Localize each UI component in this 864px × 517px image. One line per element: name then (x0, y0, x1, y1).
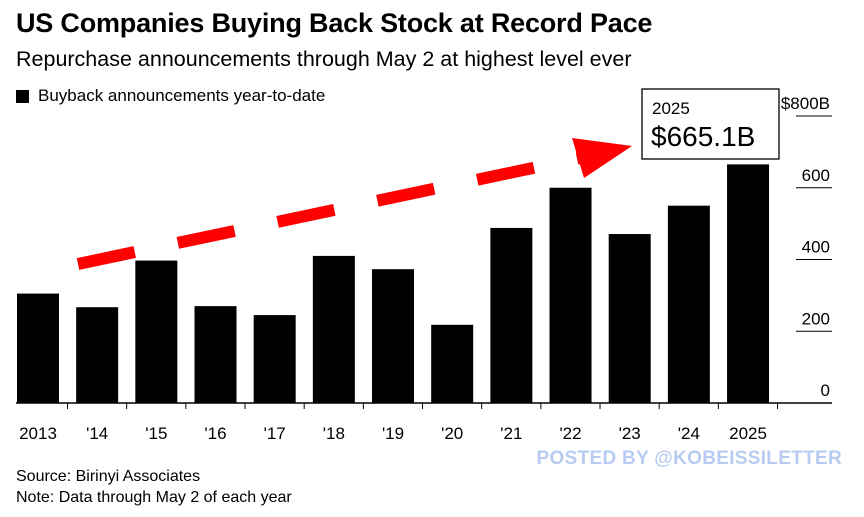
data-note: Note: Data through May 2 of each year (16, 489, 292, 506)
callout-value: $665.1B (651, 121, 755, 152)
x-tick-label: '20 (441, 424, 463, 443)
bar (312, 255, 355, 403)
callout-year: 2025 (652, 99, 690, 118)
x-tick-label: '24 (678, 424, 700, 443)
x-tick-label: '14 (86, 424, 108, 443)
chart-title: US Companies Buying Back Stock at Record… (16, 8, 653, 38)
bar (194, 306, 237, 403)
y-tick-label: 600 (802, 166, 830, 185)
trend-arrow-head (572, 138, 632, 178)
x-tick-label: '21 (500, 424, 522, 443)
legend: Buyback announcements year-to-date (16, 86, 325, 106)
source-note: Source: Birinyi Associates (16, 468, 201, 485)
x-tick-label: '17 (264, 424, 286, 443)
callout-border (641, 88, 780, 160)
bar (727, 164, 770, 403)
watermark: POSTED BY @KOBEISSILETTER (536, 448, 842, 469)
bar (76, 307, 119, 403)
y-tick-label: 200 (802, 309, 830, 328)
x-tick-label: '15 (145, 424, 167, 443)
gridlines (796, 115, 832, 332)
x-axis-labels: 2013 '14 '15 '16 '17 '18 '19 '20 '21 '22 '23 '24 202… (19, 403, 779, 443)
bar (667, 205, 710, 403)
legend-swatch (16, 89, 29, 103)
chart-subtitle: Repurchase announcements through May 2 a… (16, 47, 632, 71)
y-tick-label: $800B (781, 94, 830, 113)
trend-arrow-shaft (76, 152, 582, 270)
bar (431, 324, 474, 403)
y-tick-label: 0 (821, 381, 830, 400)
callout-box: 2025 $665.1B (641, 88, 780, 160)
bar (253, 315, 296, 403)
bars (17, 164, 770, 403)
bar (17, 293, 59, 403)
x-tick-label: 2025 (729, 424, 767, 443)
legend-label: Buyback announcements year-to-date (38, 86, 326, 105)
y-axis-labels: 0 200 400 600 $800B (781, 94, 830, 400)
bar (549, 187, 592, 403)
bar (490, 227, 533, 403)
y-tick-label: 400 (802, 238, 830, 257)
bar (608, 234, 651, 403)
x-tick-label: 2013 (19, 424, 57, 443)
trend-arrow (76, 138, 632, 270)
x-tick-label: '19 (382, 424, 404, 443)
x-tick-label: '22 (559, 424, 581, 443)
bar (372, 269, 415, 403)
x-tick-label: '23 (619, 424, 641, 443)
bar (135, 260, 178, 403)
x-tick-label: '16 (204, 424, 226, 443)
x-tick-label: '18 (323, 424, 345, 443)
